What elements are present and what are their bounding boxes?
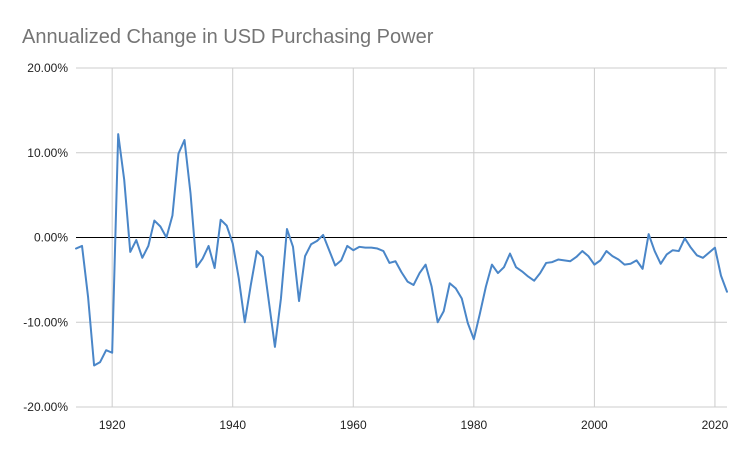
y-tick-label: -20.00% <box>23 400 68 414</box>
x-tick-label: 1940 <box>219 418 246 432</box>
x-tick-label: 1980 <box>460 418 487 432</box>
y-tick-label: 0.00% <box>34 231 68 245</box>
y-tick-label: 20.00% <box>27 61 68 75</box>
x-tick-label: 2000 <box>581 418 608 432</box>
series-layer <box>75 133 728 367</box>
chart-title: Annualized Change in USD Purchasing Powe… <box>22 26 434 48</box>
axes: 1920 1940 1960 1980 2000 2020 -20.00% -10.00% 0.… <box>23 61 728 432</box>
x-tick-label: 1960 <box>340 418 367 432</box>
x-tick-label: 1920 <box>99 418 126 432</box>
x-tick-label: 2020 <box>702 418 729 432</box>
y-tick-label: -10.00% <box>23 315 68 329</box>
y-tick-label: 10.00% <box>27 146 68 160</box>
series-line <box>75 133 728 367</box>
